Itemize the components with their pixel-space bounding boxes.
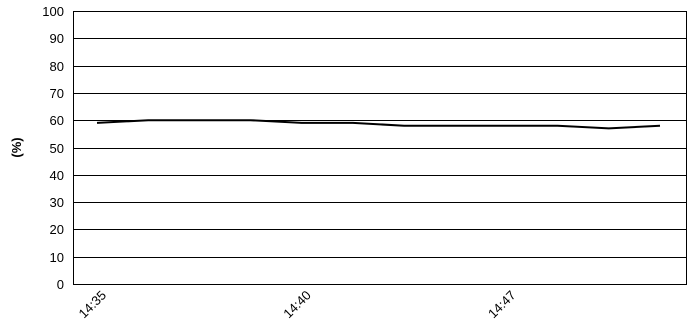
plot-frame [73,11,687,285]
x-tick-label: 14:35 [76,288,110,322]
y-tick-label: 30 [50,195,64,210]
y-tick-labels: 0 10 20 30 40 50 60 70 80 90 100 [42,4,64,292]
gridlines [73,38,686,258]
y-tick-label: 40 [50,168,64,183]
x-tick-label: 14:40 [280,288,314,322]
x-tick-label: 14:47 [485,288,519,322]
y-tick-label: 10 [50,250,64,265]
x-tick-labels: 14:35 14:40 14:47 [76,288,519,322]
y-tick-label: 70 [50,86,64,101]
y-tick-label: 100 [42,4,64,19]
y-axis-title: (%) [9,137,24,157]
y-tick-label: 50 [50,141,64,156]
series-line-0 [96,119,661,130]
y-tick-label: 60 [50,113,64,128]
series-group [96,119,661,130]
y-tick-label: 0 [57,277,64,292]
y-tick-label: 20 [50,222,64,237]
y-tick-label: 80 [50,59,64,74]
y-tick-label: 90 [50,31,64,46]
